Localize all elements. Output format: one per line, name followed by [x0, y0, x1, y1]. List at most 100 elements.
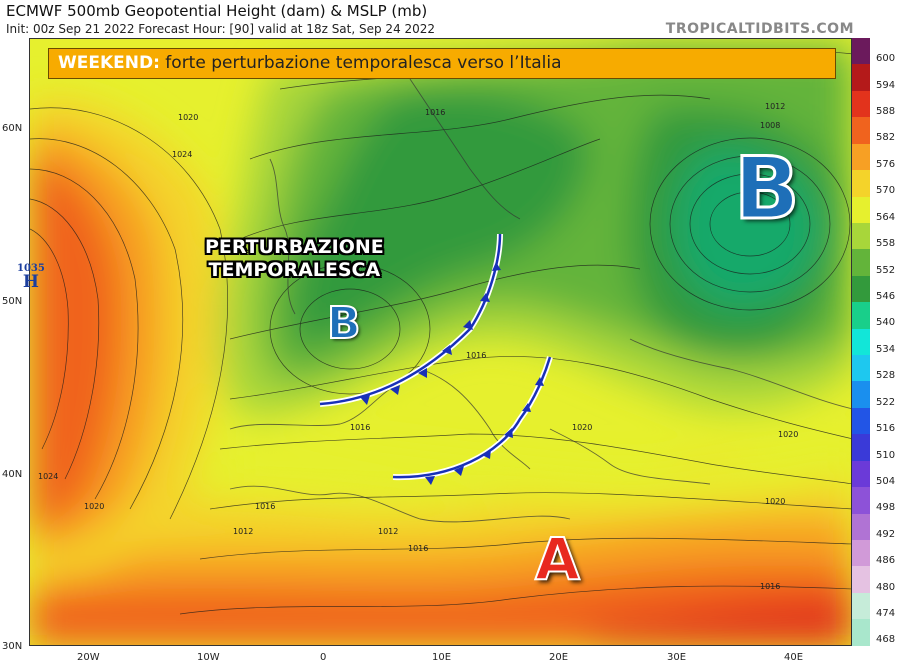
color-scale: 600 594 588 582 576 570 564 558 552 546 540 534 528 5…	[852, 38, 900, 646]
headline-banner: WEEKEND: forte perturbazione temporalesc…	[48, 48, 836, 79]
high-pressure-south: A	[534, 525, 581, 593]
lat-label: 30N	[2, 641, 23, 652]
color-scale-value: 552	[876, 264, 896, 276]
color-swatch	[852, 381, 870, 408]
color-scale-step: 492	[852, 513, 900, 541]
color-swatch	[852, 302, 870, 329]
color-swatch	[852, 275, 870, 303]
color-swatch	[852, 487, 870, 514]
color-swatch	[852, 407, 870, 435]
front-north	[319, 233, 503, 407]
color-swatch	[852, 143, 870, 171]
isobar-label: 1020	[778, 430, 799, 439]
color-scale-step: 486	[852, 540, 900, 567]
isobar-label: 1012	[233, 527, 254, 536]
color-swatch	[852, 328, 870, 356]
color-scale-step: 600	[852, 38, 900, 65]
color-scale-step: 558	[852, 222, 900, 250]
color-scale-step: 594	[852, 64, 900, 91]
geopotential-field	[30, 39, 851, 645]
atlantic-high-letter: H	[22, 272, 39, 292]
isobar-label: 1016	[466, 351, 487, 360]
color-scale-step: 570	[852, 170, 900, 197]
front-annotation: PERTURBAZIONE TEMPORALESCA	[205, 236, 384, 282]
isobar-label: 1008	[760, 121, 781, 130]
lon-label: 40E	[784, 652, 804, 663]
color-scale-value: 504	[876, 475, 896, 487]
color-swatch	[852, 619, 870, 646]
isobar-label: 1020	[84, 502, 105, 511]
front-annotation-line1: PERTURBAZIONE	[205, 236, 384, 258]
lon-label: 30E	[667, 652, 687, 663]
color-scale-step: 576	[852, 143, 900, 171]
color-scale-value: 576	[876, 158, 896, 170]
color-scale-value: 474	[876, 608, 896, 620]
color-scale-step: 564	[852, 196, 900, 223]
banner-text: forte perturbazione temporalesca verso l…	[159, 53, 562, 73]
color-scale-step: 498	[852, 487, 900, 514]
color-scale-step: 516	[852, 407, 900, 435]
color-swatch	[852, 355, 870, 382]
color-scale-step: 528	[852, 355, 900, 382]
chart-subtitle: Init: 00z Sep 21 2022 Forecast Hour: [90…	[6, 22, 436, 36]
color-scale-step: 534	[852, 328, 900, 356]
isobar-label: 1024	[172, 150, 193, 159]
color-swatch	[852, 64, 870, 91]
color-scale-value: 480	[876, 581, 896, 593]
color-scale-value: 546	[876, 291, 896, 302]
isobar-label: 1016	[760, 582, 781, 591]
lat-label: 60N	[2, 123, 23, 134]
color-scale-value: 564	[876, 211, 896, 223]
lat-label: 40N	[2, 469, 23, 480]
color-scale-value: 486	[876, 555, 896, 567]
color-swatch	[852, 222, 870, 250]
color-scale-value: 588	[876, 106, 896, 118]
color-scale-value: 468	[876, 634, 896, 646]
isobar-label: 1020	[765, 497, 786, 506]
color-scale-value: 582	[876, 132, 896, 144]
lon-label: 0	[320, 652, 327, 663]
banner-keyword: WEEKEND:	[58, 53, 160, 73]
lon-label: 20W	[77, 652, 100, 663]
color-scale-value: 528	[876, 370, 896, 382]
color-scale-value: 522	[876, 396, 896, 408]
front-south	[392, 356, 553, 485]
color-scale-step: 546	[852, 275, 900, 303]
isobar-label: 1012	[378, 527, 399, 536]
low-pressure-west: B	[326, 298, 362, 349]
color-scale-step: 480	[852, 566, 900, 593]
color-swatch	[852, 38, 870, 65]
atlantic-high-label: 1035 H	[17, 263, 45, 291]
color-scale-value: 540	[876, 317, 896, 329]
site-watermark: TROPICALTIDBITS.COM	[665, 21, 854, 37]
isobar-label: 1020	[572, 423, 593, 432]
color-scale-step: 504	[852, 460, 900, 488]
color-swatch	[852, 170, 870, 197]
color-swatch	[852, 540, 870, 567]
color-scale-value: 492	[876, 528, 896, 540]
color-scale-step: 540	[852, 302, 900, 329]
color-scale-value: 594	[876, 79, 896, 91]
isobar-label: 1016	[425, 108, 446, 117]
color-scale-value: 570	[876, 185, 896, 197]
lat-label: 50N	[2, 296, 23, 307]
color-swatch	[852, 513, 870, 541]
low-pressure-east: B	[733, 139, 802, 239]
color-swatch	[852, 566, 870, 593]
chart-title: ECMWF 500mb Geopotential Height (dam) & …	[6, 2, 428, 20]
isobar-label: 1012	[765, 102, 786, 111]
color-swatch	[852, 90, 870, 118]
front-annotation-line2: TEMPORALESCA	[208, 259, 381, 281]
color-scale-step: 582	[852, 117, 900, 144]
color-scale-step: 522	[852, 381, 900, 408]
isobars	[30, 50, 851, 615]
color-scale-step: 588	[852, 90, 900, 118]
color-swatch	[852, 117, 870, 144]
color-scale-value: 516	[876, 423, 896, 435]
isobar-label: 1020	[178, 113, 199, 122]
lon-label: 20E	[549, 652, 569, 663]
color-scale-value: 558	[876, 238, 896, 250]
color-scale-value: 534	[876, 343, 896, 355]
color-swatch	[852, 196, 870, 223]
color-scale-step: 468	[852, 619, 900, 646]
